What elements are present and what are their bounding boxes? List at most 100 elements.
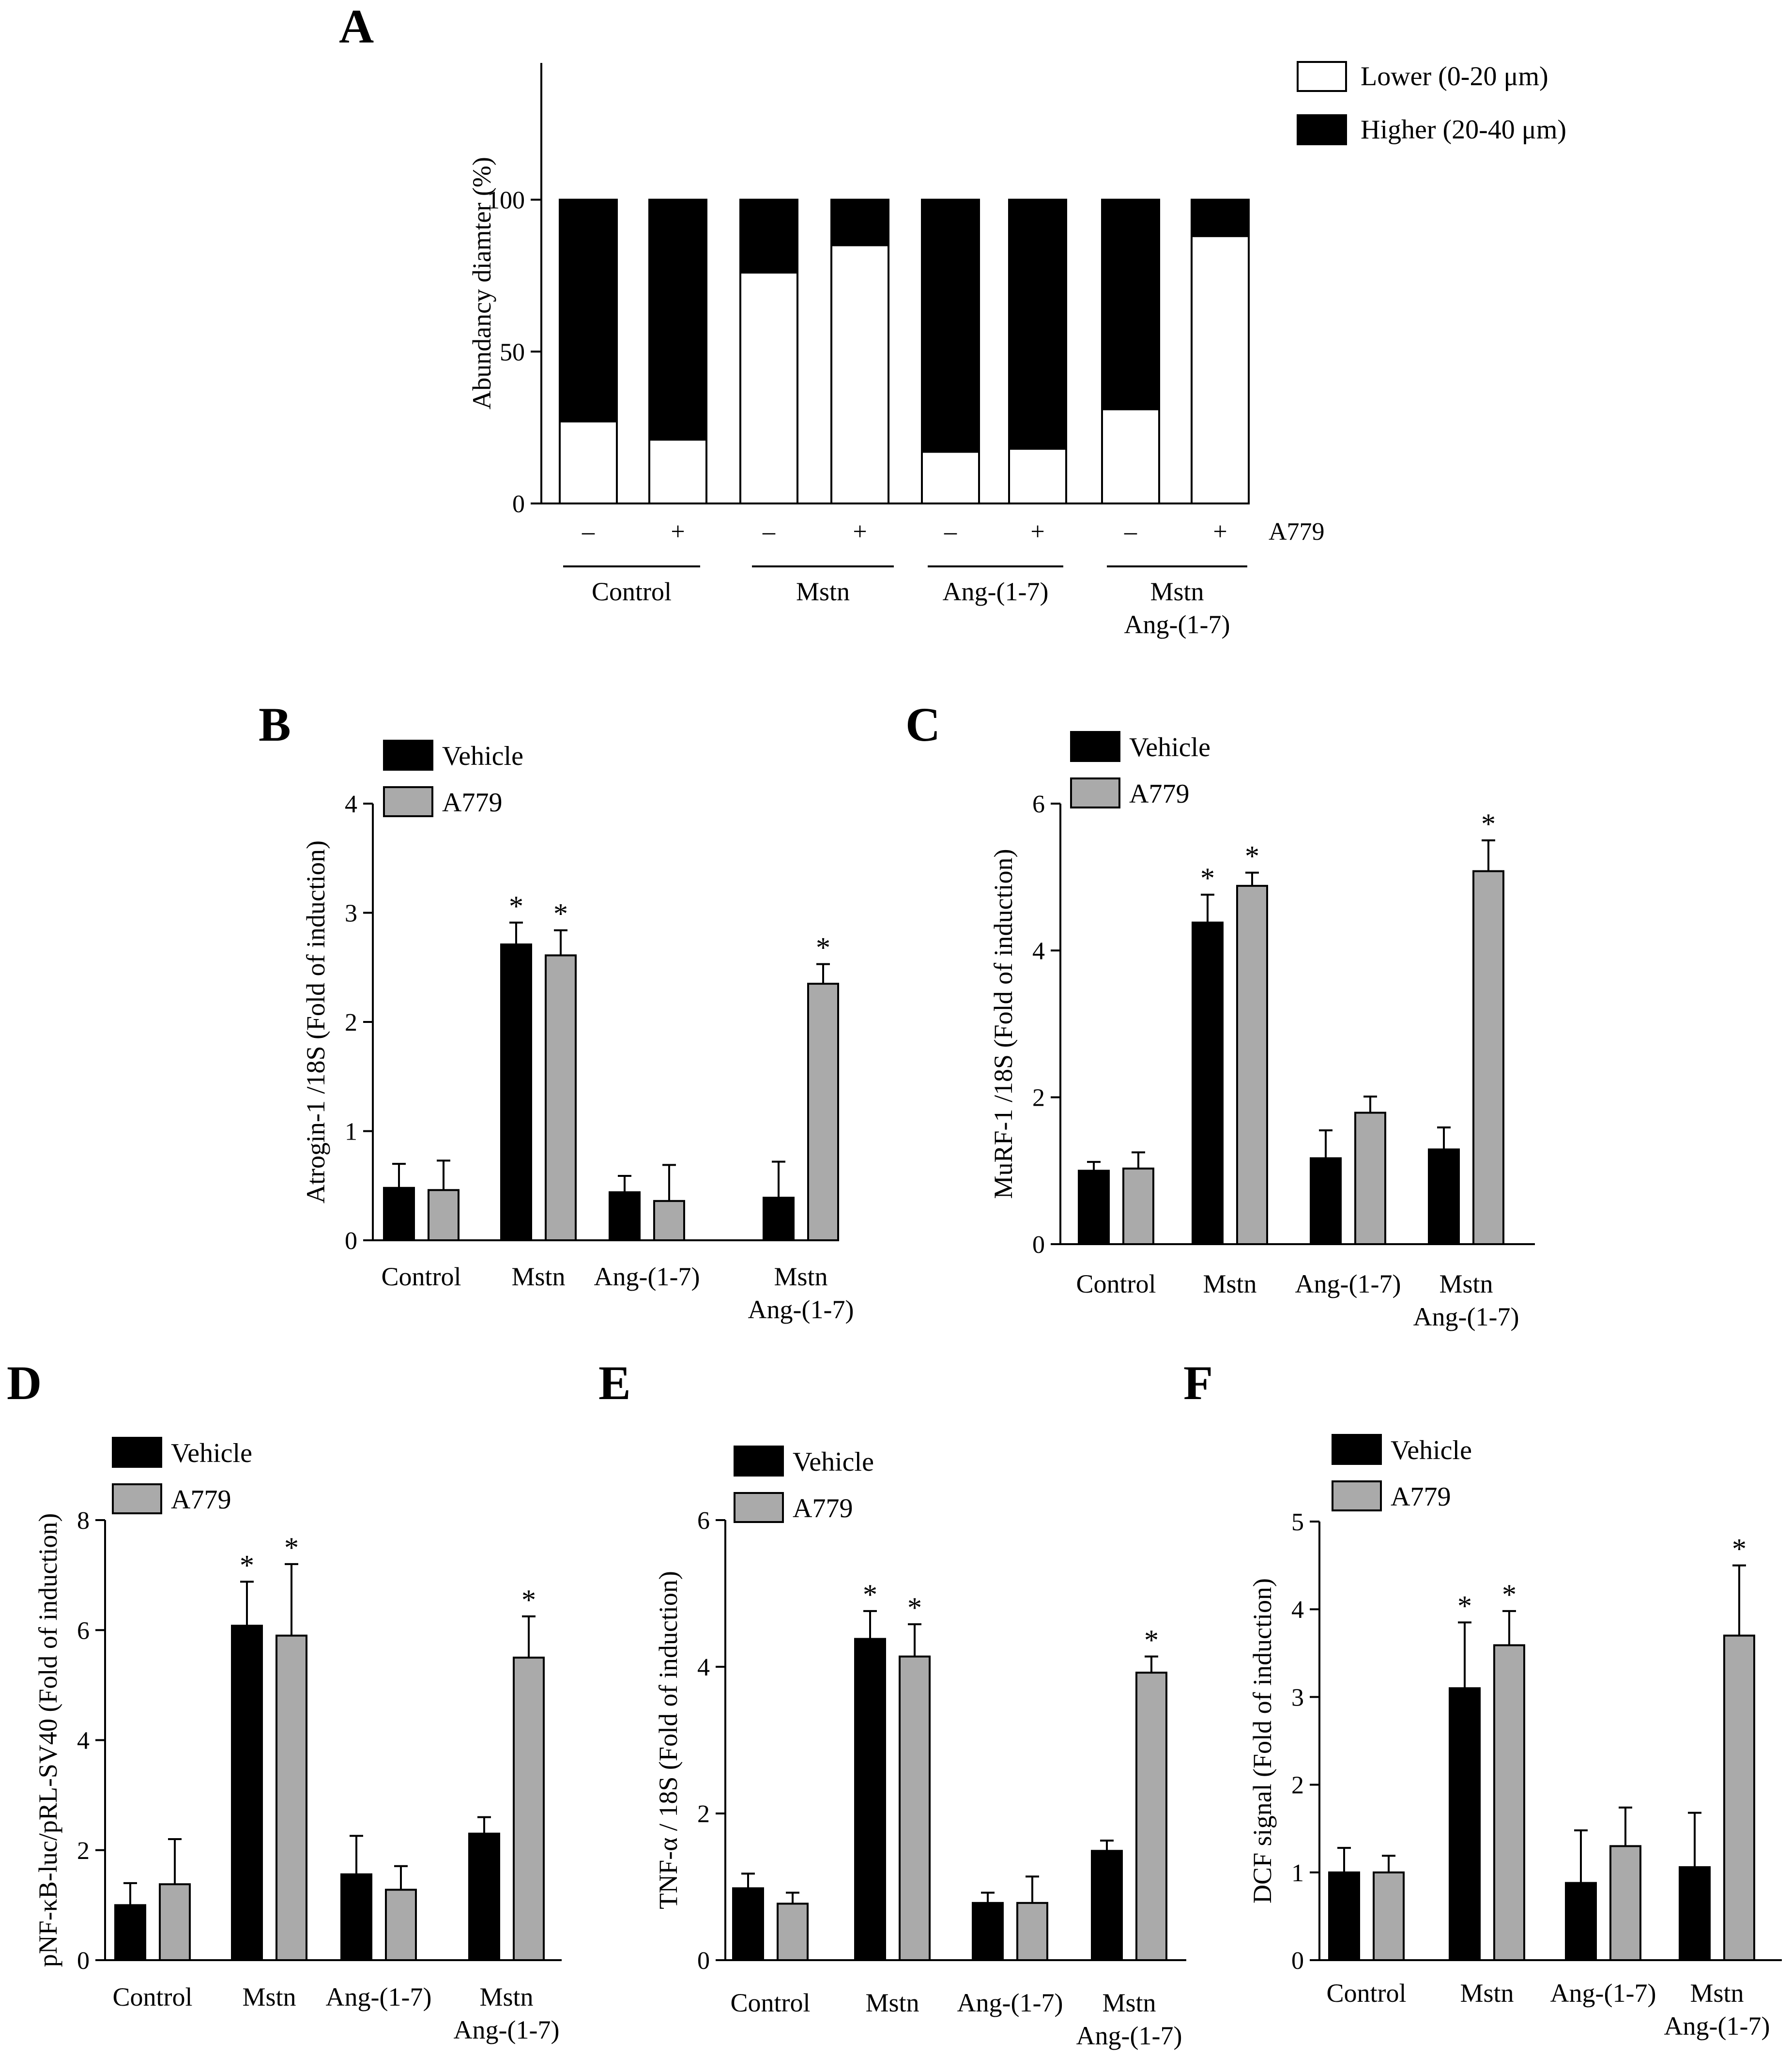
e-bar-vehicle [732,1887,764,1962]
d-bar-a779 [385,1888,417,1962]
a-group-label: Ang-(1-7) [1124,610,1230,639]
panel-letter-f: F [1183,1356,1213,1410]
d-category-label: Mstn [242,1982,296,2011]
d-y-tick-label: 8 [77,1507,90,1535]
d-y-tick-label: 0 [77,1947,90,1975]
a-bar-lower [739,272,798,504]
d-y-tick-label: 2 [77,1837,90,1865]
f-y-axis-label: DCF signal (Fold of induction) [1248,1578,1277,1904]
a-y-tick-label: 100 [487,187,525,214]
e-significance-star: * [863,1579,877,1611]
f-y-tick-label: 1 [1291,1859,1304,1887]
f-bar-vehicle [1449,1687,1481,1961]
b-bar-vehicle [609,1191,641,1242]
a-a779-sign: + [671,518,685,546]
a-a779-label: A779 [1269,518,1325,546]
c-category-label: Ang-(1-7) [1295,1269,1401,1298]
c-category-label: Mstn [1439,1269,1493,1298]
c-bar-vehicle [1310,1157,1342,1246]
c-bar-a779 [1122,1167,1154,1246]
a-y-tick-label: 0 [512,490,525,518]
c-bar-a779 [1354,1112,1386,1245]
c-legend-label-a779: A779 [1129,779,1189,809]
c-category-label: Control [1076,1269,1156,1298]
e-y-tick-label: 2 [697,1800,710,1828]
c-category-label: Ang-(1-7) [1413,1302,1519,1331]
panel-letter-c: C [905,698,940,751]
a-a779-sign: + [853,518,867,546]
d-category-label: Control [112,1982,192,2011]
c-y-tick-label: 4 [1032,937,1045,965]
c-bar-vehicle [1192,921,1224,1245]
a-legend-label-higher: Higher (20-40 μm) [1361,115,1566,145]
c-significance-star: * [1245,840,1259,872]
e-y-tick-label: 4 [697,1654,710,1681]
f-category-label: Control [1326,1979,1406,2008]
e-y-tick-label: 6 [697,1507,710,1535]
b-bar-a779 [653,1200,685,1242]
a-bar-higher [1101,198,1160,411]
a-bar-lower [648,439,707,504]
b-bar-a779 [807,983,839,1241]
a-bar-higher [559,198,618,423]
a-a779-sign: – [762,518,776,546]
b-legend-swatch-a779 [383,786,433,817]
d-bar-vehicle [340,1873,372,1962]
e-bar-vehicle [854,1638,886,1961]
f-y-tick-label: 3 [1291,1684,1304,1711]
c-bar-vehicle [1078,1170,1110,1245]
b-bar-a779 [545,954,577,1241]
e-y-axis-label: TNF-α / 18S (Fold of induction) [654,1571,683,1909]
a-y-tick-label: 50 [500,338,525,366]
a-y-axis-label: Abundancy diamter (%) [467,157,496,410]
panel-letter-a: A [339,0,374,53]
b-legend-label-a779: A779 [442,788,502,818]
f-legend-label-a779: A779 [1391,1482,1451,1512]
f-significance-star: * [1732,1533,1746,1565]
a-a779-sign: – [582,518,595,546]
f-bar-vehicle [1679,1866,1711,1961]
d-category-label: Ang-(1-7) [454,2015,560,2044]
c-y-tick-label: 6 [1032,791,1045,818]
a-legend-swatch-higher [1297,114,1347,145]
e-bar-vehicle [972,1902,1004,1962]
d-bar-vehicle [114,1904,146,1961]
a-a779-sign: + [1213,518,1227,546]
e-significance-star: * [907,1592,922,1624]
b-category-label: Ang-(1-7) [748,1295,854,1324]
f-y-tick-label: 2 [1291,1772,1304,1799]
c-significance-star: * [1200,862,1215,894]
f-bar-a779 [1373,1871,1405,1962]
b-y-tick-label: 0 [345,1227,357,1255]
e-legend-label-vehicle: Vehicle [793,1447,874,1477]
a-group-label: Mstn [796,577,850,606]
d-legend-swatch-vehicle [112,1437,162,1468]
f-y-tick-label: 5 [1291,1508,1304,1536]
panel-letter-b: B [259,698,291,751]
e-legend-label-a779: A779 [793,1493,853,1523]
d-legend-swatch-a779 [112,1483,162,1514]
a-bar-lower [830,244,889,504]
e-significance-star: * [1144,1624,1159,1656]
b-category-label: Mstn [774,1262,827,1291]
e-category-label: Mstn [865,1988,919,2017]
d-significance-star: * [521,1584,536,1616]
a-bar-higher [648,198,707,441]
e-bar-a779 [1016,1902,1048,1962]
e-bar-a779 [777,1903,809,1961]
f-significance-star: * [1457,1590,1472,1622]
d-bar-vehicle [231,1625,263,1961]
f-bar-vehicle [1565,1882,1597,1961]
d-bar-vehicle [468,1832,500,1962]
b-bar-a779 [428,1189,459,1242]
c-legend-swatch-a779 [1070,777,1120,808]
c-bar-a779 [1472,870,1504,1245]
d-legend-label-a779: A779 [171,1485,231,1515]
e-category-label: Mstn [1102,1988,1156,2017]
b-bar-vehicle [500,943,532,1241]
d-bar-a779 [513,1657,545,1961]
b-significance-star: * [816,931,830,963]
f-y-tick-label: 0 [1291,1947,1304,1975]
f-legend-label-vehicle: Vehicle [1391,1435,1472,1465]
a-group-label: Control [592,577,672,606]
